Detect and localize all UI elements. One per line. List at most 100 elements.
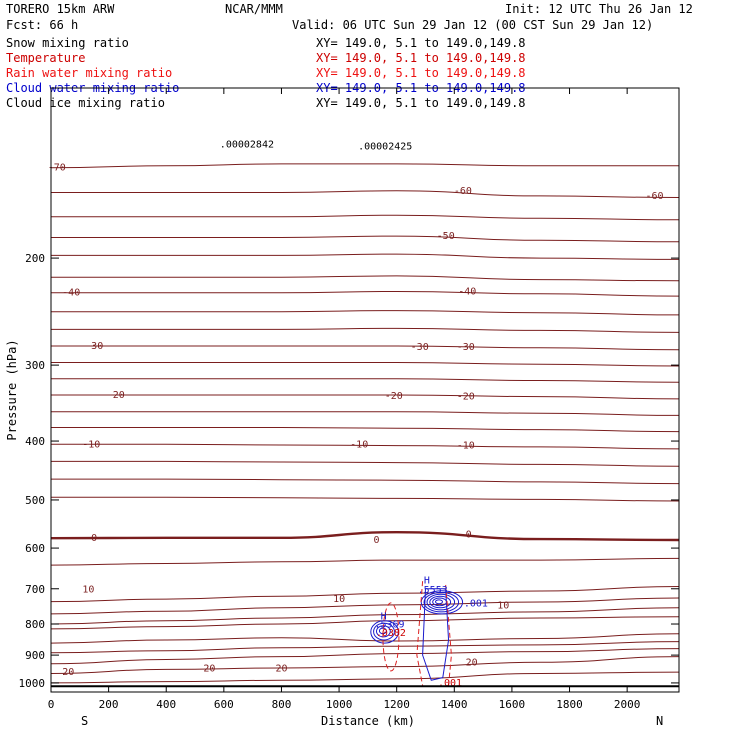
isotherm-unlabeled xyxy=(50,648,680,665)
field-name: Snow mixing ratio xyxy=(6,36,129,50)
x-tick-label: 1400 xyxy=(441,698,468,711)
isotherm-label: -60 xyxy=(454,186,472,197)
isotherm-20 xyxy=(50,656,680,674)
isotherm-unlabeled xyxy=(51,378,680,383)
isotherm-label: 10 xyxy=(333,594,345,605)
x-end-label-north: N xyxy=(656,714,663,728)
isotherm-label: -20 xyxy=(385,391,403,402)
y-tick-label: 200 xyxy=(25,252,45,265)
isotherm-unlabeled xyxy=(50,633,680,644)
isotherm-label: -50 xyxy=(437,231,455,242)
isotherm-label: 20 xyxy=(466,657,478,668)
isotherm-label: -30 xyxy=(411,342,429,353)
y-tick-label: 500 xyxy=(25,494,45,507)
contour-label: .001 xyxy=(464,598,488,609)
isotherm-unlabeled xyxy=(50,671,680,684)
field-name: Cloud ice mixing ratio xyxy=(6,96,165,110)
isotherm-label: 20 xyxy=(203,663,215,674)
cloud-water-contour xyxy=(373,622,395,641)
isotherm-label: 0 xyxy=(466,530,472,541)
field-xy: XY= 149.0, 5.1 to 149.0,149.8 xyxy=(316,51,526,65)
contour-label: .5369 xyxy=(374,620,404,631)
y-tick-label: 700 xyxy=(25,583,45,596)
contour-label: .00002425 xyxy=(358,141,412,152)
isotherm-unlabeled xyxy=(51,478,680,485)
isotherm-unlabeled xyxy=(51,214,680,221)
x-tick-label: 600 xyxy=(214,698,234,711)
isotherm--60 xyxy=(51,190,680,198)
y-axis-label: Pressure (hPa) xyxy=(5,339,19,440)
header-fcst: Fcst: 66 h xyxy=(6,18,78,32)
x-tick-label: 1600 xyxy=(499,698,526,711)
y-tick-label: 300 xyxy=(25,359,45,372)
isotherm-unlabeled xyxy=(51,327,680,333)
y-tick-label: 400 xyxy=(25,435,45,448)
isotherm--70 xyxy=(50,163,679,169)
isotherm-0 xyxy=(50,530,680,542)
isotherm-unlabeled xyxy=(50,496,680,502)
isotherm--20 xyxy=(50,394,680,400)
plot-frame xyxy=(50,87,680,693)
cloud-water-contour xyxy=(435,599,443,605)
contour-label: .0382 xyxy=(376,628,406,639)
isotherm-label: 20 xyxy=(275,663,287,674)
y-tick-label: 900 xyxy=(25,649,45,662)
field-name: Temperature xyxy=(6,51,85,65)
isotherm-label: -30 xyxy=(457,342,475,353)
cloud-water-contour xyxy=(426,593,456,611)
header-valid: Valid: 06 UTC Sun 29 Jan 12 (00 CST Sun … xyxy=(292,18,653,32)
isotherm-unlabeled xyxy=(50,310,680,316)
isotherm-label: -40 xyxy=(458,287,476,298)
isotherm-unlabeled xyxy=(51,275,680,282)
field-xy: XY= 149.0, 5.1 to 149.0,149.8 xyxy=(316,96,526,110)
isotherm-label: -10 xyxy=(350,439,368,450)
x-tick-label: 1000 xyxy=(326,698,353,711)
isotherm-label: 10 xyxy=(82,585,94,596)
x-tick-label: 800 xyxy=(272,698,292,711)
isotherm-label: 10 xyxy=(497,601,509,612)
isotherm-unlabeled xyxy=(50,411,680,416)
field-name: Rain water mixing ratio xyxy=(6,66,172,80)
contour-label: .001 xyxy=(438,678,462,689)
cloud-water-contours xyxy=(370,588,464,681)
x-tick-label: 400 xyxy=(156,698,176,711)
isotherm-label: -20 xyxy=(457,392,475,403)
rain-water-contours xyxy=(382,581,452,686)
contour-label: H xyxy=(381,612,387,623)
x-tick-label: 1200 xyxy=(383,698,410,711)
field-xy: XY= 149.0, 5.1 to 149.0,149.8 xyxy=(316,36,526,50)
y-tick-label: 600 xyxy=(25,542,45,555)
contour-label: .00002842 xyxy=(220,139,274,150)
isotherm-unlabeled xyxy=(51,460,680,467)
temperature-isotherms xyxy=(50,163,680,684)
isotherm-label: -60 xyxy=(645,191,663,202)
isotherm-unlabeled xyxy=(50,616,680,630)
isotherm--30 xyxy=(51,345,680,351)
x-tick-label: 2000 xyxy=(614,698,641,711)
rain-contour xyxy=(416,581,452,686)
isotherm-unlabeled xyxy=(51,426,680,433)
isotherm-unlabeled xyxy=(50,253,680,260)
x-axis: 0 200 400 600 800 1000 1200 1400 1600 1800 2000 xyxy=(48,88,641,711)
isotherm-label: 0 xyxy=(91,533,97,544)
isotherm-label: -30 xyxy=(85,341,103,352)
isotherm--50 xyxy=(50,235,680,243)
isotherm-unlabeled xyxy=(50,361,680,367)
cloud-water-contour xyxy=(429,595,452,609)
header-init: Init: 12 UTC Thu 26 Jan 12 xyxy=(505,2,693,16)
contour-label: H xyxy=(424,575,430,586)
isotherm-10 xyxy=(50,586,680,603)
header-model: TORERO 15km ARW xyxy=(6,2,115,16)
isotherm--40 xyxy=(51,290,680,297)
cloud-water-contour xyxy=(423,592,460,613)
x-tick-label: 0 xyxy=(48,698,55,711)
cloud-water-contour xyxy=(420,590,464,615)
isotherm-label: 20 xyxy=(62,667,74,678)
isotherm-unlabeled xyxy=(50,641,680,654)
header-org: NCAR/MMM xyxy=(225,2,283,16)
isotherm--10 xyxy=(51,443,680,450)
y-tick-label: 800 xyxy=(25,618,45,631)
y-tick-label: 1000 xyxy=(19,677,46,690)
